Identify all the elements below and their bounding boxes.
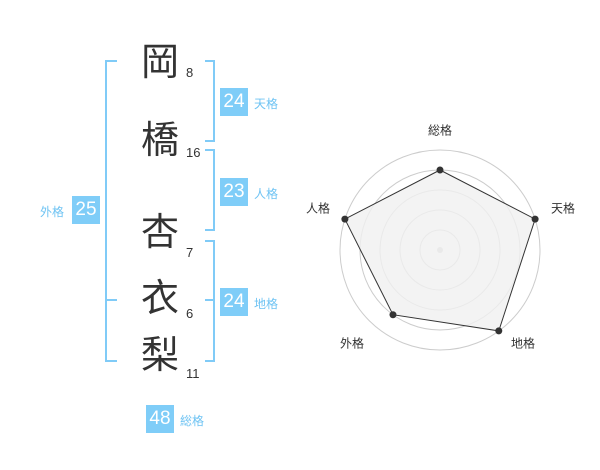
radar-label-gaikaku: 外格 (339, 336, 365, 351)
stroke-count-2: 16 (186, 145, 201, 160)
tenkaku-label: 天格 (254, 97, 279, 111)
stroke-count-3: 7 (186, 245, 194, 260)
stroke-count-5: 11 (186, 366, 200, 381)
chikaku-bracket-tick (205, 299, 215, 301)
stroke-count-1: 8 (186, 65, 194, 80)
radar-polygon (344, 169, 536, 332)
radar-label-jinkaku: 人格 (305, 201, 331, 216)
jinkaku-label: 人格 (254, 187, 279, 201)
gaikaku-value: 25 (72, 196, 100, 224)
chikaku-label: 地格 (254, 297, 279, 311)
name-char-5: 梨 (140, 333, 179, 377)
chikaku-value: 24 (220, 288, 248, 316)
radar-label-soukaku: 総格 (427, 123, 453, 138)
radar-grid-ring (339, 149, 541, 351)
soukaku-label: 総格 (180, 414, 205, 428)
tenkaku-bracket (205, 60, 215, 142)
radar-label-chikaku: 地格 (510, 336, 536, 351)
gaikaku-label: 外格 (40, 205, 65, 219)
radar-point-1 (531, 215, 539, 223)
stroke-count-4: 6 (186, 306, 194, 321)
jinkaku-bracket (205, 149, 215, 231)
radar-point-0 (436, 166, 444, 174)
jinkaku-value: 23 (220, 178, 248, 206)
name-char-1: 岡 (140, 40, 179, 84)
tenkaku-value: 24 (220, 88, 248, 116)
name-char-4: 衣 (140, 276, 179, 320)
radar-label-tenkaku: 天格 (550, 201, 576, 216)
name-char-3: 杏 (140, 210, 179, 254)
gaikaku-bracket-tick (107, 299, 117, 301)
radar-point-4 (341, 215, 349, 223)
chikaku-bracket (205, 240, 215, 362)
radar-point-3 (389, 311, 397, 319)
name-char-2: 橋 (140, 118, 179, 162)
soukaku-value: 48 (146, 405, 174, 433)
gaikaku-bracket (105, 60, 117, 362)
radar-point-2 (495, 327, 503, 335)
